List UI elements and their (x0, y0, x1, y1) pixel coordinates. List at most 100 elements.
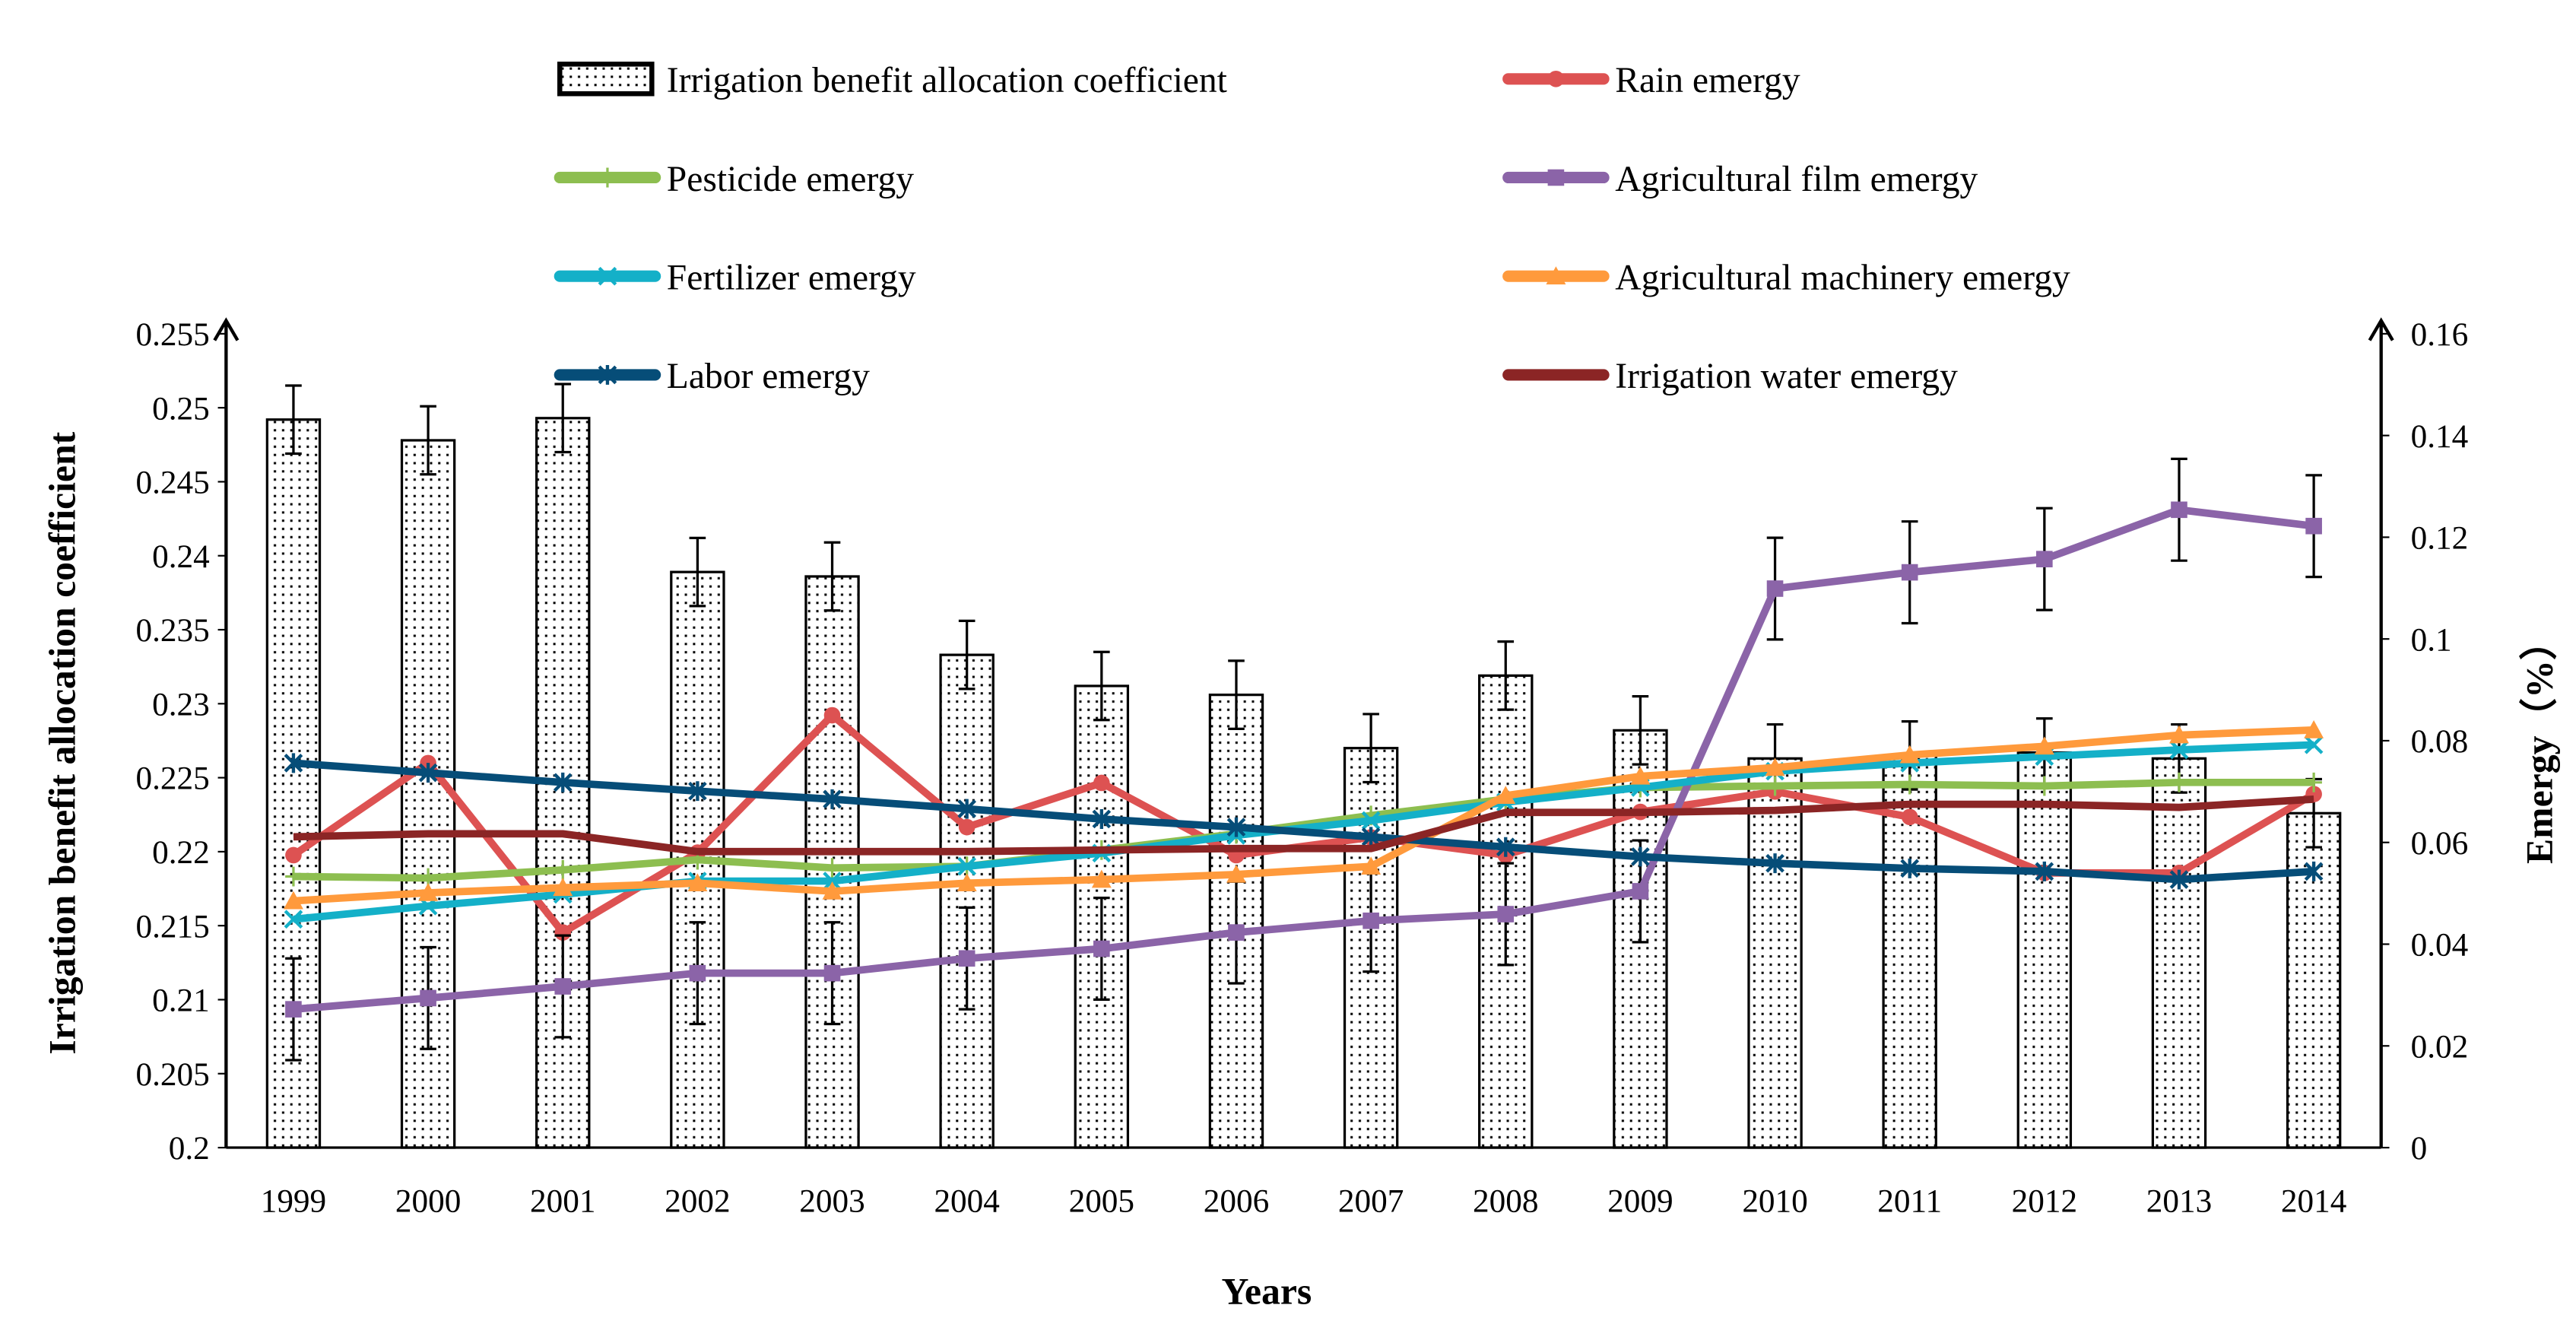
right-tick-label: 0.1 (2411, 621, 2452, 658)
legend-label: Rain emergy (1615, 61, 1800, 100)
legend-item-agricultural-machinery-emergy: Agricultural machinery emergy (1502, 259, 2070, 298)
legend-label: Irrigation water emergy (1615, 357, 1958, 396)
left-tick-label: 0.235 (136, 612, 210, 649)
series-agricultural-machinery-emergy (283, 719, 2324, 910)
point-agricultural-film-emergy-2000 (420, 989, 436, 1007)
point-agricultural-film-emergy-2012 (2036, 551, 2053, 567)
legend-item-pesticide-emergy: Pesticide emergy (554, 160, 914, 199)
right-tick-label: 0.02 (2411, 1028, 2469, 1065)
x-tick-label: 2005 (1069, 1183, 1134, 1219)
point-agricultural-machinery-emergy-2005 (1091, 869, 1112, 888)
right-tick-label: 0.12 (2411, 520, 2469, 557)
point-agricultural-film-emergy-2008 (1497, 906, 1515, 922)
left-tick-label: 0.24 (152, 538, 210, 575)
legend-item-agricultural-film-emergy: Agricultural film emergy (1502, 160, 1978, 199)
point-labor-emergy-2006 (1226, 817, 1246, 837)
series-irrigation-water-emergy (293, 795, 2314, 856)
point-agricultural-film-emergy-2006 (1228, 924, 1245, 941)
point-agricultural-machinery-emergy-1999 (283, 891, 303, 910)
point-agricultural-film-emergy-2001 (554, 978, 572, 995)
legend-marker (1547, 70, 1565, 87)
point-agricultural-machinery-emergy-2001 (553, 878, 573, 897)
point-labor-emergy-2007 (1361, 827, 1381, 847)
point-pesticide-emergy-2011 (1901, 774, 1918, 795)
bar-2010 (1747, 757, 1803, 1149)
left-tick-label: 0.25 (152, 390, 210, 427)
legend-label: Agricultural machinery emergy (1615, 259, 2070, 298)
line-labor-emergy (293, 759, 2314, 884)
bar-error-2005 (1093, 650, 1110, 722)
bar-error-2009 (1632, 694, 1649, 766)
right-tick-label: 0.14 (2411, 418, 2469, 455)
x-tick-label: 1999 (261, 1183, 326, 1219)
left-axis-line (213, 317, 240, 1148)
bar-error-2001 (554, 383, 572, 454)
x-tick-label: 2010 (1742, 1183, 1807, 1219)
bar-error-2000 (420, 405, 436, 476)
x-tick-label: 2009 (1607, 1183, 1673, 1219)
bar-error-2002 (689, 536, 706, 608)
right-tick-label: 0.16 (2411, 316, 2469, 353)
point-agricultural-machinery-emergy-2007 (1361, 856, 1382, 875)
point-agricultural-machinery-emergy-2010 (1765, 757, 1785, 776)
x-tick-label: 2000 (395, 1183, 461, 1219)
point-rain-emergy-2011 (1901, 808, 1918, 826)
left-tick-label: 0.205 (136, 1056, 210, 1093)
point-agricultural-machinery-emergy-2000 (418, 882, 439, 901)
point-labor-emergy-2000 (418, 763, 438, 783)
point-labor-emergy-2009 (1631, 846, 1650, 867)
point-agricultural-machinery-emergy-2008 (1496, 786, 1516, 805)
line-agricultural-film-emergy (293, 506, 2314, 1013)
legend-item-rain-emergy: Rain emergy (1502, 61, 1800, 100)
x-tick-label: 2014 (2281, 1183, 2346, 1219)
x-tick-label: 2002 (665, 1183, 730, 1219)
right-tick-label: 0.08 (2411, 723, 2469, 760)
bar-2009 (1613, 729, 1668, 1149)
legend-marker (1547, 169, 1565, 186)
point-pesticide-emergy-2003 (823, 858, 841, 878)
left-tick-label: 0.245 (136, 465, 210, 501)
left-axis-title: Irrigation benefit allocation coefficien… (41, 431, 83, 1054)
line-agricultural-machinery-emergy (293, 726, 2314, 905)
point-labor-emergy-2002 (688, 781, 707, 802)
lines-layer (283, 457, 2324, 1062)
point-agricultural-machinery-emergy-2006 (1226, 864, 1246, 883)
x-tick-label: 2004 (934, 1183, 999, 1219)
right-tick-label: 0 (2411, 1130, 2428, 1167)
point-agricultural-machinery-emergy-2013 (2169, 725, 2189, 744)
point-agricultural-film-emergy-2005 (1093, 940, 1110, 957)
point-labor-emergy-2008 (1496, 837, 1515, 857)
axes: 0.2 0.205 0.21 0.215 0.22 0.225 0.23 0.235 0.24 0… (136, 316, 2469, 1219)
left-tick-label: 0.215 (136, 908, 210, 945)
legend-marker (1546, 266, 1566, 285)
point-agricultural-film-emergy-2013 (2171, 501, 2187, 519)
bar-error-2004 (958, 619, 976, 691)
point-agricultural-machinery-emergy-2011 (1899, 745, 1920, 764)
x-tick-label: 2008 (1473, 1183, 1538, 1219)
x-tick-label: 2006 (1204, 1183, 1269, 1219)
point-fertilizer-emergy-2004 (957, 856, 977, 876)
point-agricultural-film-emergy-1999 (285, 1001, 302, 1018)
point-labor-emergy-2010 (1765, 853, 1784, 874)
point-rain-emergy-2005 (1093, 774, 1110, 792)
point-fertilizer-emergy-2003 (823, 872, 842, 891)
left-tick-label: 0.255 (136, 316, 210, 353)
point-fertilizer-emergy-2014 (2304, 735, 2324, 754)
point-agricultural-film-emergy-2010 (1766, 580, 1784, 597)
point-agricultural-film-emergy-2007 (1363, 912, 1379, 929)
legend-swatch (557, 62, 655, 97)
point-fertilizer-emergy-2013 (2169, 740, 2189, 760)
point-rain-emergy-2004 (958, 818, 976, 836)
point-pesticide-emergy-2010 (1766, 776, 1784, 796)
right-axis-line (2368, 317, 2394, 1148)
right-axis-title: Emergy（%） (2519, 622, 2561, 864)
legend-label: Labor emergy (667, 357, 870, 396)
x-tick-label: 2003 (799, 1183, 864, 1219)
bar-error-2006 (1228, 659, 1245, 731)
bar-error-2008 (1497, 640, 1515, 711)
point-agricultural-machinery-emergy-2003 (822, 881, 842, 900)
point-agricultural-film-emergy-2011 (1901, 564, 1918, 581)
point-fertilizer-emergy-2007 (1361, 811, 1381, 830)
series-labor-emergy (284, 753, 2324, 890)
